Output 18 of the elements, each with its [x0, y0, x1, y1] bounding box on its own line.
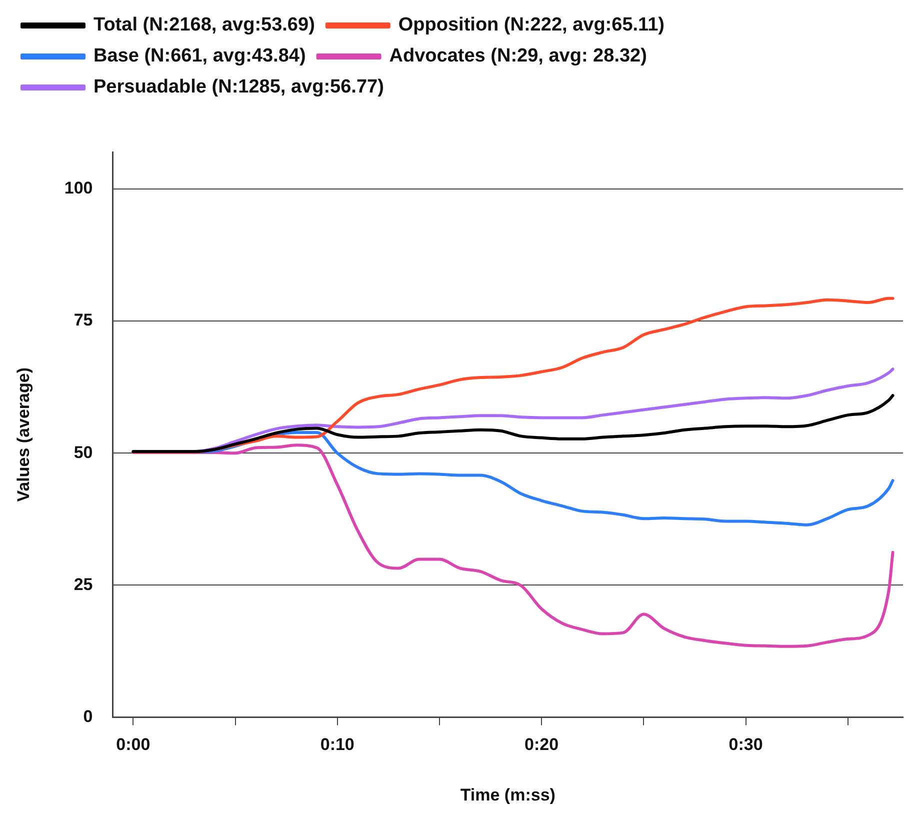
y-tick-label: 0 — [83, 706, 93, 726]
x-tick-label: 0:20 — [524, 735, 559, 754]
legend-label: Advocates (N:29, avg: 28.32) — [389, 46, 647, 67]
y-tick-label: 50 — [74, 442, 93, 462]
y-tick-label: 25 — [74, 574, 93, 594]
legend-label: Opposition (N:222, avg:65.11) — [398, 14, 664, 36]
x-axis-title: Time (m:ss) — [460, 785, 556, 804]
legend-label: Persuadable (N:1285, avg:56.77) — [94, 76, 384, 98]
legend-label: Base (N:661, avg:43.84) — [94, 46, 306, 67]
y-axis-title: Values (average) — [14, 368, 33, 502]
x-tick-label: 0:10 — [320, 735, 354, 754]
x-tick-label: 0:30 — [728, 735, 763, 754]
x-tick-label: 0:00 — [116, 735, 150, 754]
line-series — [132, 444, 894, 648]
legend-label: Total (N:2168, avg:53.69) — [94, 14, 315, 36]
line-series — [132, 394, 894, 454]
y-tick-label: 75 — [74, 310, 93, 330]
y-tick-label: 100 — [64, 178, 93, 198]
